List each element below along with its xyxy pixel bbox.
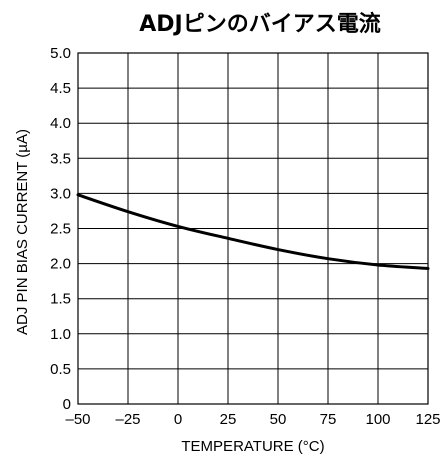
y-tick-label: 1.5 — [50, 291, 71, 308]
y-tick-label: 3.5 — [50, 150, 71, 167]
x-tick-label: 25 — [220, 411, 237, 428]
x-tick-label: 75 — [320, 411, 337, 428]
x-tick-label: 125 — [415, 411, 440, 428]
series-line — [76, 193, 430, 271]
grid — [77, 52, 429, 405]
y-tick-label: 3.0 — [50, 185, 71, 202]
y-tick-label: 1.0 — [50, 326, 71, 343]
x-tick-label: 0 — [174, 411, 182, 428]
x-tick-label: –50 — [65, 411, 90, 428]
y-tick-label: 2.0 — [50, 256, 71, 273]
x-tick-label: 100 — [365, 411, 390, 428]
y-tick-label: 0 — [63, 396, 71, 413]
y-tick-label: 4.0 — [50, 115, 71, 132]
y-tick-label: 0.5 — [50, 361, 71, 378]
x-axis-label: TEMPERATURE (°C) — [181, 438, 324, 455]
y-tick-label: 5.0 — [50, 45, 71, 62]
x-tick-label: 50 — [270, 411, 287, 428]
chart-title: ADJピンのバイアス電流 — [139, 11, 380, 37]
x-tick-labels: –50 –25 0 25 50 75 100 125 — [65, 411, 440, 428]
y-tick-label: 2.5 — [50, 221, 71, 238]
x-tick-label: –25 — [115, 411, 140, 428]
plot-frame — [77, 52, 429, 405]
y-axis-label: ADJ PIN BIAS CURRENT (µA) — [14, 129, 31, 335]
y-tick-labels: 0 0.5 1.0 1.5 2.0 2.5 3.0 3.5 4.0 4.5 5.0 — [50, 45, 71, 413]
y-tick-label: 4.5 — [50, 80, 71, 97]
